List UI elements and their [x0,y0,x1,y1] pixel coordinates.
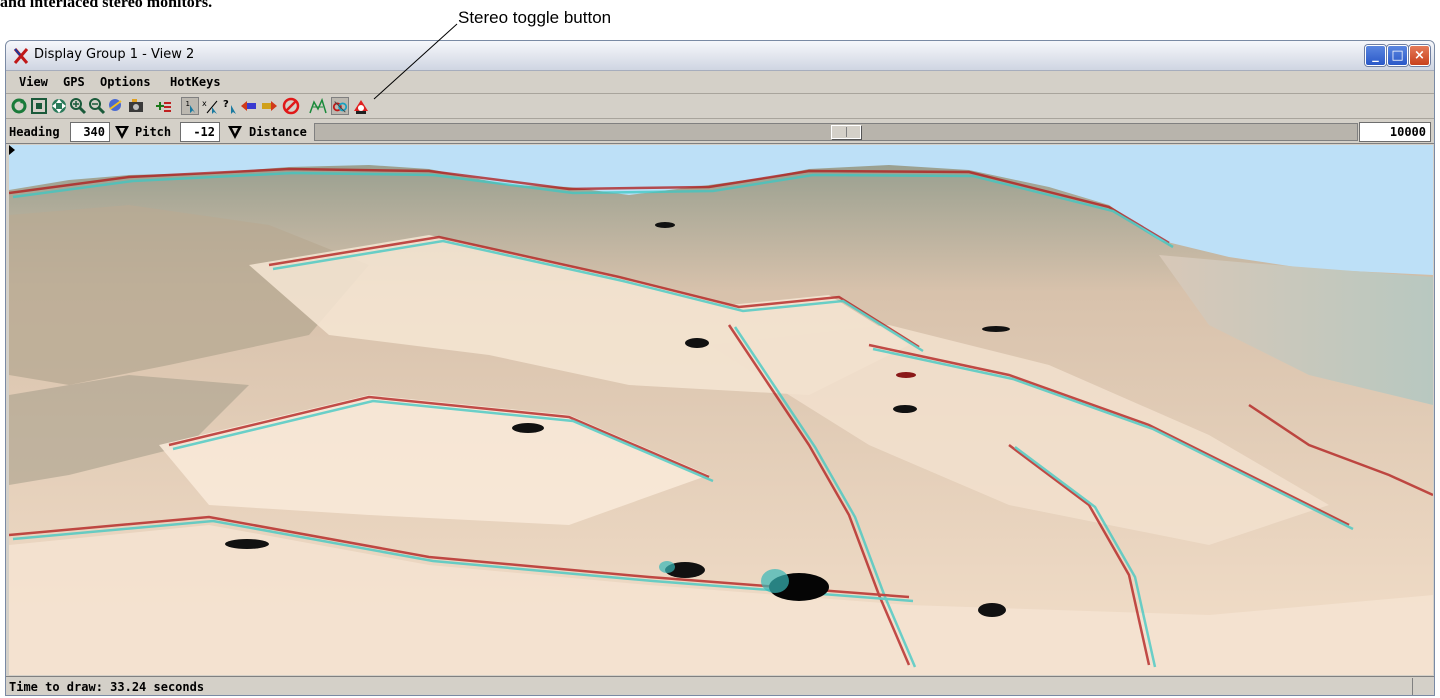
anaglyph-terrain-image [9,145,1433,675]
status-bar: Time to draw: 33.24 seconds [6,676,1434,695]
viewer-icon[interactable] [352,97,370,115]
stereo-toggle-icon[interactable] [331,97,349,115]
maximize-icon: □ [1391,48,1404,63]
view-controls: Heading 340 Pitch -12 Distance 10000 [6,121,1434,144]
terrain-icon[interactable] [309,97,327,115]
toolbar: 1 x ? [6,95,1434,119]
pitch-dropdown-icon[interactable] [226,122,244,142]
menu-hotkeys[interactable]: HotKeys [170,75,221,89]
menu-bar: View GPS Options HotKeys [6,72,1434,94]
distance-field[interactable]: 10000 [1359,122,1431,142]
add-layer-icon[interactable] [154,97,172,115]
status-text: Time to draw: 33.24 seconds [9,680,205,694]
distance-slider[interactable] [314,123,1358,141]
cancel-icon[interactable] [282,97,300,115]
distance-slider-thumb[interactable] [831,125,861,139]
menu-view[interactable]: View [19,75,48,89]
minimize-icon: _ [1372,48,1379,63]
pitch-field[interactable]: -12 [180,122,220,142]
3d-view-canvas[interactable] [9,145,1433,675]
heading-label: Heading [9,125,60,139]
maximize-button[interactable]: □ [1387,45,1408,66]
close-button[interactable]: × [1409,45,1430,66]
app-icon [13,48,29,64]
svg-text:1: 1 [186,99,191,108]
measure-icon[interactable]: x [201,97,219,115]
svg-text:x: x [202,99,207,108]
callout-label: Stereo toggle button [458,8,612,27]
redraw-icon[interactable] [10,97,28,115]
select-icon[interactable]: 1 [181,97,199,115]
pan-icon[interactable] [50,97,68,115]
heading-field[interactable]: 340 [70,122,110,142]
zoom-out-icon[interactable] [88,97,106,115]
menu-options[interactable]: Options [100,75,151,89]
next-view-icon[interactable] [260,97,278,115]
play-marker-icon [9,145,15,155]
previous-view-icon[interactable] [240,97,258,115]
svg-text:?: ? [223,99,229,110]
heading-dropdown-icon[interactable] [113,122,131,142]
title-bar[interactable]: Display Group 1 - View 2 _ □ × [6,41,1434,71]
query-icon[interactable]: ? [221,97,239,115]
partial-caption: and interlaced stereo monitors. [0,0,213,11]
zoom-in-icon[interactable] [69,97,87,115]
zoom-box-icon[interactable] [107,97,125,115]
snapshot-icon[interactable] [127,97,145,115]
display-window: Display Group 1 - View 2 _ □ × View GPS … [5,40,1435,696]
menu-gps[interactable]: GPS [63,75,85,89]
close-icon: × [1414,48,1425,63]
status-divider [1412,678,1413,695]
full-view-icon[interactable] [30,97,48,115]
distance-label: Distance [249,125,307,139]
minimize-button[interactable]: _ [1365,45,1386,66]
window-title: Display Group 1 - View 2 [34,47,195,62]
pitch-label: Pitch [135,125,172,139]
